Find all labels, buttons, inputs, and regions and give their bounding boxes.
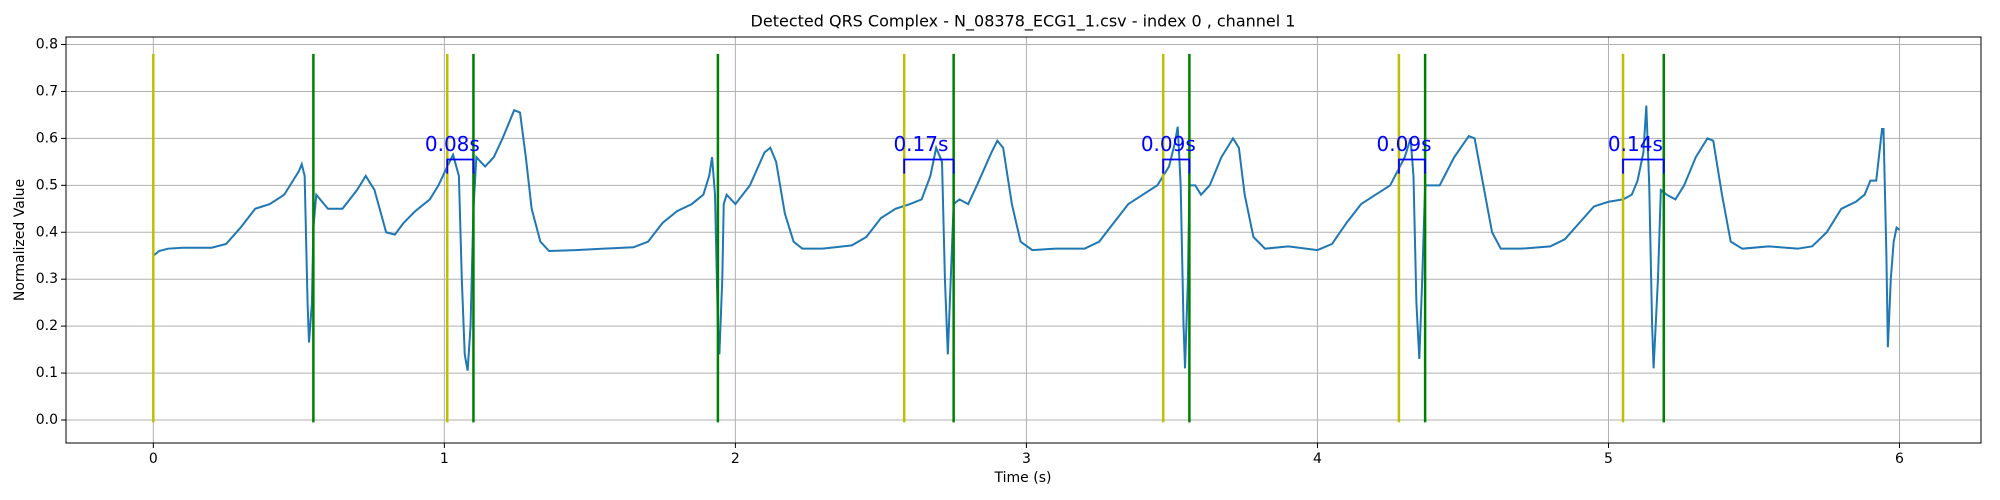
y-tick-label: 0.8 <box>36 37 58 53</box>
plot-frame <box>65 36 1982 444</box>
y-tick-label: 0.3 <box>36 271 58 287</box>
y-tick-label: 0.1 <box>36 365 58 381</box>
interval-bracket <box>1398 158 1427 174</box>
interval-bracket <box>446 158 475 174</box>
x-tick-label: 1 <box>440 451 449 467</box>
interval-bracket <box>1162 158 1191 174</box>
y-tick-label: 0.2 <box>36 318 58 334</box>
x-tick-label: 6 <box>1895 451 1904 467</box>
y-tick-label: 0.4 <box>36 224 58 240</box>
interval-label: 0.14s <box>1608 132 1663 156</box>
y-axis-label: Normalized Value <box>12 179 28 301</box>
interval-bracket <box>1622 158 1665 174</box>
y-tick-label: 0.5 <box>36 177 58 193</box>
y-tick-label: 0.0 <box>36 412 58 428</box>
interval-label: 0.08s <box>425 132 480 156</box>
x-tick-label: 2 <box>731 451 740 467</box>
interval-bracket <box>903 158 955 174</box>
y-tick-label: 0.7 <box>36 83 58 99</box>
chart-title: Detected QRS Complex - N_08378_ECG1_1.cs… <box>751 12 1296 32</box>
x-tick-label: 3 <box>1022 451 1031 467</box>
x-tick-label: 0 <box>149 451 158 467</box>
interval-label: 0.09s <box>1377 132 1432 156</box>
interval-label: 0.09s <box>1141 132 1196 156</box>
interval-label: 0.17s <box>893 132 948 156</box>
x-tick-label: 4 <box>1313 451 1322 467</box>
y-tick-label: 0.6 <box>36 130 58 146</box>
x-tick-label: 5 <box>1604 451 1613 467</box>
x-axis-label: Time (s) <box>994 470 1052 486</box>
